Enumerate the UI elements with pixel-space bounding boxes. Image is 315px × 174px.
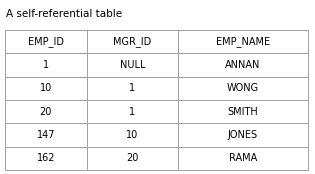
Bar	[178, 100, 308, 123]
Bar	[5, 77, 87, 100]
Text: 147: 147	[37, 130, 55, 140]
Bar	[5, 100, 87, 123]
Bar	[87, 77, 178, 100]
Text: A self-referential table: A self-referential table	[6, 9, 122, 19]
Text: JONES: JONES	[228, 130, 258, 140]
Bar	[87, 53, 178, 77]
Bar	[5, 123, 87, 147]
Text: RAMA: RAMA	[229, 153, 257, 163]
Text: 10: 10	[40, 83, 52, 93]
Text: EMP_ID: EMP_ID	[28, 36, 64, 47]
Text: 20: 20	[126, 153, 139, 163]
Bar	[87, 30, 178, 53]
Text: NULL: NULL	[119, 60, 145, 70]
Bar	[178, 123, 308, 147]
Bar	[178, 147, 308, 170]
Bar	[178, 77, 308, 100]
Bar	[5, 147, 87, 170]
Text: 20: 20	[40, 107, 52, 117]
Text: 1: 1	[43, 60, 49, 70]
Text: ANNAN: ANNAN	[225, 60, 261, 70]
Text: 1: 1	[129, 83, 135, 93]
Bar	[178, 53, 308, 77]
Bar	[5, 30, 87, 53]
Text: WONG: WONG	[227, 83, 259, 93]
Text: MGR_ID: MGR_ID	[113, 36, 152, 47]
Bar	[178, 30, 308, 53]
Text: SMITH: SMITH	[227, 107, 258, 117]
Text: 1: 1	[129, 107, 135, 117]
Text: 10: 10	[126, 130, 138, 140]
Bar	[5, 53, 87, 77]
Text: EMP_NAME: EMP_NAME	[216, 36, 270, 47]
Bar	[87, 123, 178, 147]
Bar	[87, 100, 178, 123]
Bar	[87, 147, 178, 170]
Text: 162: 162	[37, 153, 55, 163]
